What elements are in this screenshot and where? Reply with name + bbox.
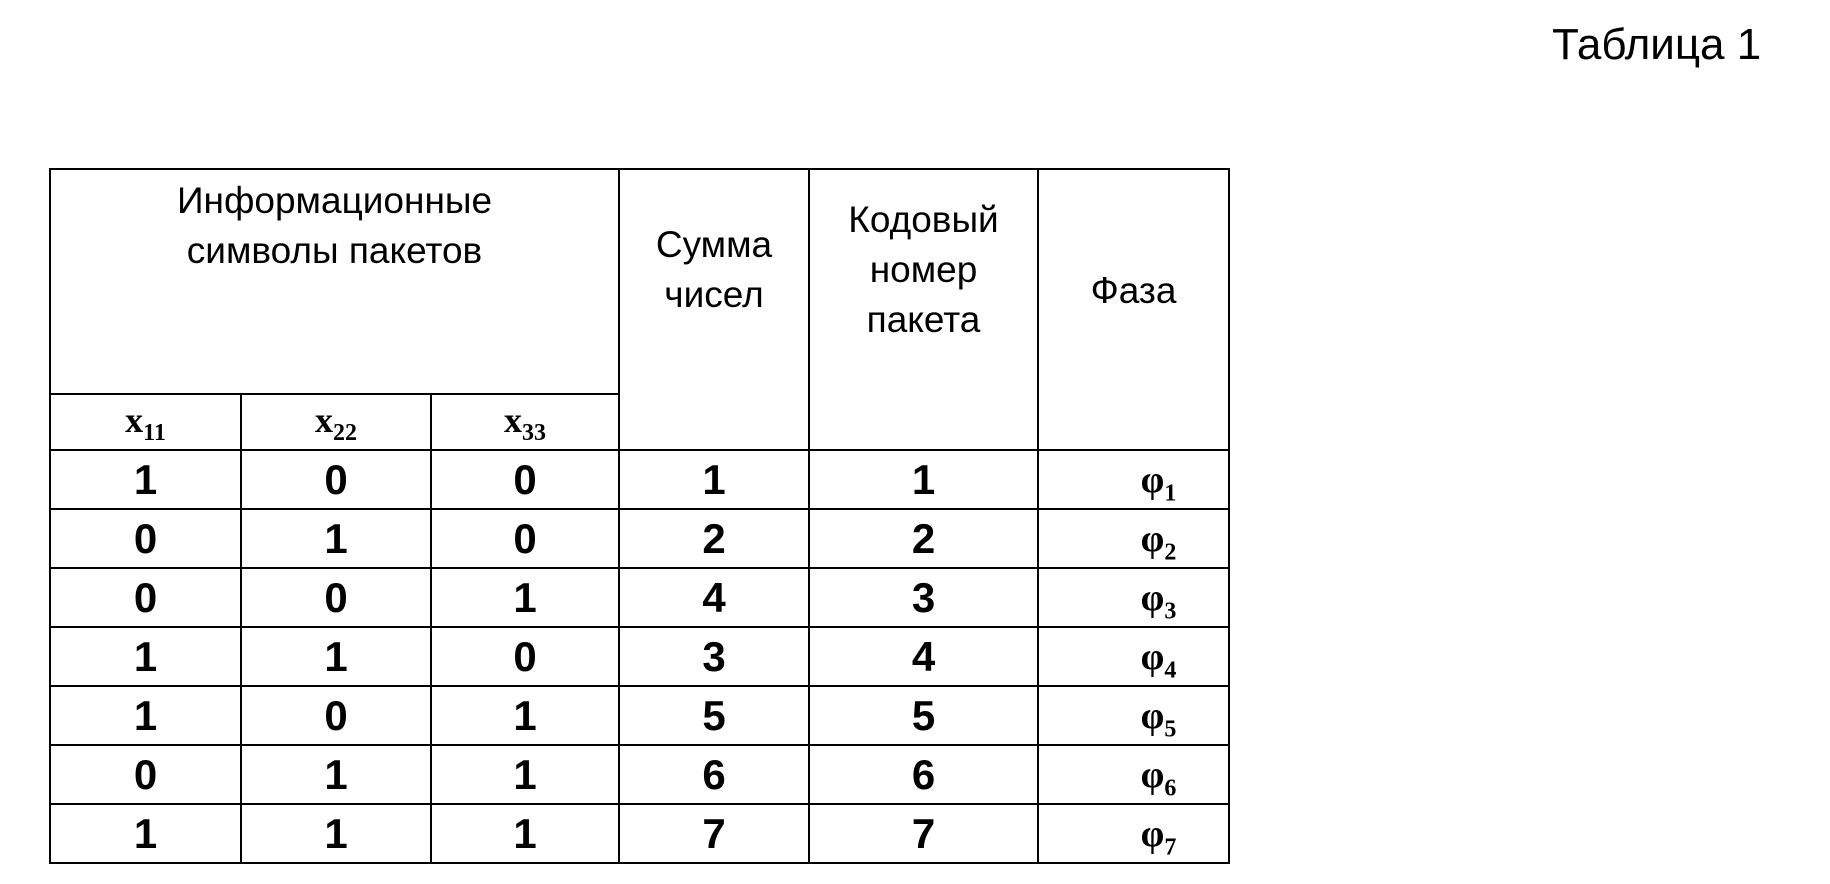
subheader-x22: x22 [241, 394, 431, 450]
cell-code: 7 [809, 804, 1038, 863]
cell-x33: 1 [431, 686, 619, 745]
table-caption: Таблица 1 [1552, 20, 1761, 70]
cell-x22: 0 [241, 568, 431, 627]
cell-x11: 1 [50, 804, 241, 863]
header-sum: Сумма чисел [619, 169, 809, 450]
cell-phase: φ1 [1038, 450, 1229, 509]
cell-x33: 0 [431, 509, 619, 568]
cell-x33: 0 [431, 627, 619, 686]
cell-x33: 0 [431, 450, 619, 509]
cell-x22: 0 [241, 450, 431, 509]
cell-sum: 5 [619, 686, 809, 745]
cell-x22: 1 [241, 627, 431, 686]
cell-phase: φ5 [1038, 686, 1229, 745]
subheader-x11: x11 [50, 394, 241, 450]
table-row: 10011φ1 [50, 450, 1229, 509]
cell-x22: 1 [241, 509, 431, 568]
cell-sum: 1 [619, 450, 809, 509]
cell-x11: 0 [50, 745, 241, 804]
cell-phase: φ7 [1038, 804, 1229, 863]
cell-x11: 1 [50, 686, 241, 745]
table-row: 00143φ3 [50, 568, 1229, 627]
data-table: Информационные символы пакетов Сумма чис… [49, 168, 1230, 864]
header-info-symbols: Информационные символы пакетов [50, 169, 619, 394]
cell-code: 2 [809, 509, 1038, 568]
cell-x33: 1 [431, 568, 619, 627]
subheader-x33: x33 [431, 394, 619, 450]
cell-x33: 1 [431, 745, 619, 804]
cell-x11: 0 [50, 568, 241, 627]
cell-x11: 1 [50, 627, 241, 686]
cell-phase: φ3 [1038, 568, 1229, 627]
cell-x11: 0 [50, 509, 241, 568]
cell-phase: φ4 [1038, 627, 1229, 686]
header-phase: Фаза [1038, 169, 1229, 450]
cell-phase: φ6 [1038, 745, 1229, 804]
cell-x22: 1 [241, 745, 431, 804]
cell-phase: φ2 [1038, 509, 1229, 568]
cell-x22: 1 [241, 804, 431, 863]
cell-sum: 6 [619, 745, 809, 804]
table-row: 11034φ4 [50, 627, 1229, 686]
cell-sum: 4 [619, 568, 809, 627]
table-row: 01166φ6 [50, 745, 1229, 804]
cell-sum: 2 [619, 509, 809, 568]
cell-code: 1 [809, 450, 1038, 509]
header-code-number: Кодовый номер пакета [809, 169, 1038, 450]
cell-x22: 0 [241, 686, 431, 745]
cell-code: 6 [809, 745, 1038, 804]
cell-x11: 1 [50, 450, 241, 509]
cell-sum: 3 [619, 627, 809, 686]
cell-sum: 7 [619, 804, 809, 863]
cell-code: 4 [809, 627, 1038, 686]
cell-code: 5 [809, 686, 1038, 745]
table-row: 01022φ2 [50, 509, 1229, 568]
cell-x33: 1 [431, 804, 619, 863]
table-row: 10155φ5 [50, 686, 1229, 745]
table-row: 11177φ7 [50, 804, 1229, 863]
cell-code: 3 [809, 568, 1038, 627]
